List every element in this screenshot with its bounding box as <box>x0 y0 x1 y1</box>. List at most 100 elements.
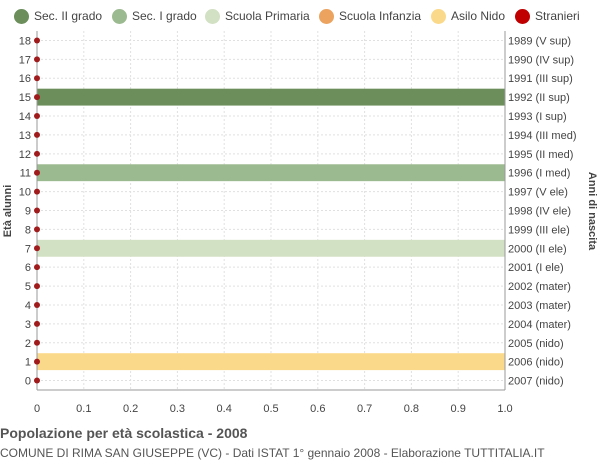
legend-swatch-scuola-primaria <box>205 8 220 24</box>
y-tick-label-age: 13 <box>19 130 31 142</box>
y-tick-label-birth-year: 1999 (III ele) <box>508 224 570 236</box>
y-axis-title-right: Anni di nascita <box>586 172 598 251</box>
legend-swatch-stranieri <box>515 8 530 24</box>
legend-label: Scuola Primaria <box>225 9 310 23</box>
stranieri-dot-age-1 <box>34 358 40 365</box>
legend-item-sec-i-grado: Sec. I grado <box>112 6 197 26</box>
y-tick-label-age: 14 <box>19 111 31 123</box>
legend-swatch-asilo-nido <box>431 8 446 24</box>
y-axis-title-left: Età alunni <box>2 185 14 238</box>
y-tick-label-birth-year: 1990 (IV sup) <box>508 54 574 66</box>
grid <box>37 31 506 390</box>
x-tick-label: 0.1 <box>76 403 91 415</box>
stranieri-dot-age-5 <box>34 283 40 290</box>
y-tick-label-birth-year: 2005 (nido) <box>508 338 564 350</box>
bar-chart: 0 0.1 0.2 0.3 0.4 0.5 0.6 0.7 0.8 0.9 1.018 1989 (V… <box>2 31 598 415</box>
stranieri-dot-age-18 <box>34 37 40 44</box>
bar-age-15 <box>37 88 505 106</box>
y-tick-label-birth-year: 1991 (III sup) <box>508 73 573 85</box>
legend-item-asilo-nido: Asilo Nido <box>431 6 505 26</box>
y-tick-label-age: 8 <box>25 224 31 236</box>
stranieri-dot-age-16 <box>34 75 40 82</box>
y-tick-label-age: 6 <box>25 262 31 274</box>
legend-item-scuola-primaria: Scuola Primaria <box>205 6 310 26</box>
x-tick-label: 0.4 <box>217 403 232 415</box>
bar-age-7 <box>37 239 505 257</box>
stranieri-dot-age-6 <box>34 264 40 271</box>
x-tick-label: 0.7 <box>357 403 372 415</box>
y-tick-label-age: 2 <box>25 338 31 350</box>
y-tick-label-birth-year: 2007 (nido) <box>508 376 564 388</box>
y-tick-label-birth-year: 2003 (mater) <box>508 300 571 312</box>
x-tick-label: 0.6 <box>310 403 325 415</box>
x-tick-label: 0.5 <box>263 403 278 415</box>
stranieri-dot-age-4 <box>34 301 40 308</box>
y-tick-label-birth-year: 2004 (mater) <box>508 319 571 331</box>
legend: Sec. II grado Sec. I grado Scuola Primar… <box>0 6 600 26</box>
y-tick-label-birth-year: 2001 (I ele) <box>508 262 564 274</box>
stranieri-dot-age-12 <box>34 150 40 157</box>
x-tick-label: 0 <box>34 403 40 415</box>
y-tick-label-birth-year: 2002 (mater) <box>508 281 571 293</box>
y-tick-label-age: 12 <box>19 149 31 161</box>
y-tick-label-birth-year: 1993 (I sup) <box>508 111 567 123</box>
y-tick-label-birth-year: 2000 (II ele) <box>508 243 567 255</box>
stranieri-dot-age-0 <box>34 377 40 384</box>
y-tick-label-age: 5 <box>25 281 31 293</box>
y-tick-label-birth-year: 1992 (II sup) <box>508 92 570 104</box>
y-tick-label-age: 16 <box>19 73 31 85</box>
y-tick-label-age: 4 <box>25 300 31 312</box>
legend-label: Scuola Infanzia <box>339 9 422 23</box>
bars <box>37 88 505 371</box>
y-tick-label-birth-year: 1995 (II med) <box>508 149 573 161</box>
stranieri-dot-age-14 <box>34 113 40 120</box>
chart-title: Popolazione per età scolastica - 2008 <box>0 425 248 441</box>
x-tick-label: 0.9 <box>451 403 466 415</box>
legend-label: Stranieri <box>535 9 580 23</box>
y-tick-label-age: 7 <box>25 243 31 255</box>
legend-swatch-sec-ii-grado <box>14 8 29 24</box>
legend-item-stranieri: Stranieri <box>515 6 580 26</box>
stranieri-dot-age-7 <box>34 245 40 252</box>
y-tick-label-age: 11 <box>20 168 31 180</box>
y-tick-label-birth-year: 2006 (nido) <box>508 357 564 369</box>
y-tick-label-birth-year: 1997 (V ele) <box>508 187 568 199</box>
y-tick-label-birth-year: 1989 (V sup) <box>508 35 571 47</box>
tick-labels: 0 0.1 0.2 0.3 0.4 0.5 0.6 0.7 0.8 0.9 1.018 1989 (V… <box>19 35 577 415</box>
legend-swatch-scuola-infanzia <box>319 8 334 24</box>
stranieri-dot-age-15 <box>34 94 40 101</box>
stranieri-dot-age-2 <box>34 339 40 346</box>
bar-age-11 <box>37 164 505 182</box>
y-tick-label-age: 9 <box>25 206 31 218</box>
bar-age-1 <box>37 353 505 371</box>
stranieri-dot-age-13 <box>34 131 40 138</box>
y-tick-label-age: 17 <box>19 54 31 66</box>
y-tick-label-age: 0 <box>25 376 31 388</box>
legend-item-sec-ii-grado: Sec. II grado <box>14 6 102 26</box>
y-tick-label-birth-year: 1998 (IV ele) <box>508 206 571 218</box>
y-tick-label-age: 3 <box>25 319 31 331</box>
legend-label: Asilo Nido <box>451 9 506 23</box>
stranieri-dot-age-8 <box>34 226 40 233</box>
legend-label: Sec. II grado <box>34 9 103 23</box>
y-tick-label-age: 15 <box>19 92 31 104</box>
y-tick-label-age: 18 <box>19 35 31 47</box>
y-tick-label-birth-year: 1994 (III med) <box>508 130 576 142</box>
legend-item-scuola-infanzia: Scuola Infanzia <box>319 6 421 26</box>
x-tick-label: 1.0 <box>497 403 512 415</box>
legend-swatch-sec-i-grado <box>112 8 127 24</box>
x-tick-label: 0.8 <box>404 403 419 415</box>
stranieri-dot-age-11 <box>34 169 40 176</box>
y-tick-label-birth-year: 1996 (I med) <box>508 168 570 180</box>
y-tick-label-age: 1 <box>25 357 31 369</box>
stranieri-dot-age-9 <box>34 207 40 214</box>
legend-label: Sec. I grado <box>132 9 197 23</box>
x-tick-label: 0.3 <box>170 403 185 415</box>
y-tick-label-age: 10 <box>19 187 31 199</box>
stranieri-dot-age-3 <box>34 320 40 327</box>
x-tick-label: 0.2 <box>123 403 138 415</box>
stranieri-dot-age-17 <box>34 56 40 63</box>
chart-subtitle: COMUNE DI RIMA SAN GIUSEPPE (VC) - Dati … <box>0 446 545 460</box>
stranieri-dot-age-10 <box>34 188 40 195</box>
stranieri-dots <box>34 37 40 384</box>
